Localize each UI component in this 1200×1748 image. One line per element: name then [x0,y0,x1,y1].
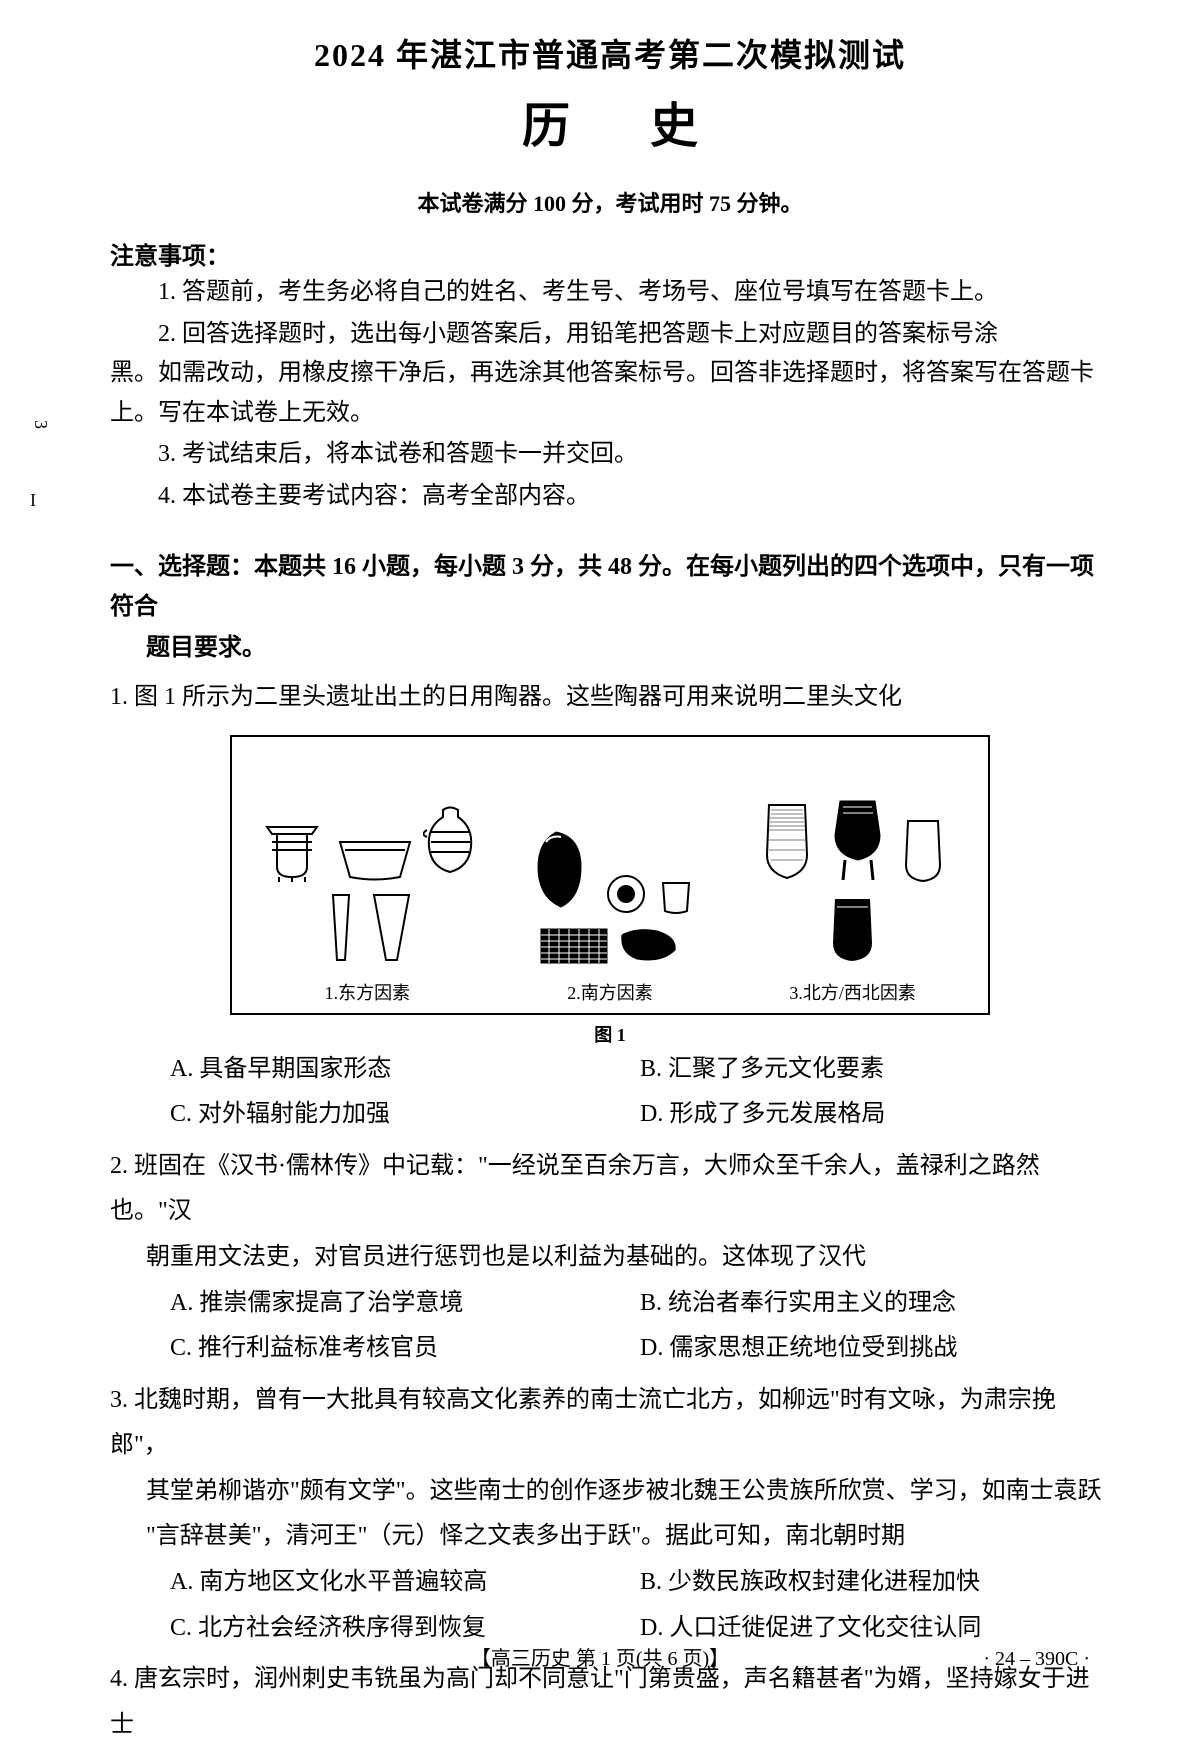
q2-option-b: B. 统治者奉行实用主义的理念 [640,1281,1110,1327]
q1-option-b: B. 汇聚了多元文化要素 [640,1047,1110,1093]
page-footer-code: · 24 – 390C · [983,1648,1090,1671]
q1-options-row1: A. 具备早期国家形态 B. 汇聚了多元文化要素 [110,1047,1110,1093]
q1-option-d: D. 形成了多元发展格局 [640,1092,1110,1138]
notice-item-4: 4. 本试卷主要考试内容：高考全部内容。 [110,477,1110,517]
score-time-line: 本试卷满分 100 分，考试用时 75 分钟。 [110,186,1110,218]
pottery-icon [604,872,649,917]
q1-fig-label-1: 1.东方因素 [325,979,411,1005]
pottery-icon [526,827,596,917]
notice-item-2-cont: 黑。如需改动，用橡皮擦干净后，再选涂其他答案标号。回答非选择题时，将答案写在答题… [110,354,1110,433]
q2-option-c: C. 推行利益标准考核官员 [170,1326,640,1372]
q1-figure-group-1: 1.东方因素 [246,802,489,1005]
exam-main-title: 2024 年湛江市普通高考第二次模拟测试 [110,30,1110,76]
pottery-icon [335,832,415,882]
q2-line1: 2. 班固在《汉书·儒林传》中记载："一经说至百余万言，大师众至千余人，盖禄利之… [110,1144,1110,1235]
pottery-icon [898,815,948,885]
q1-figure-box: 1.东方因素 2.南方因素 3.北方/西北因素 [230,735,990,1015]
notice-item-2-line1: 2. 回答选择题时，选出每小题答案后，用铅笔把答题卡上对应题目的答案标号涂 [110,315,1110,355]
notice-heading: 注意事项： [110,236,1110,271]
q1-option-c: C. 对外辐射能力加强 [170,1092,640,1138]
q2-option-d: D. 儒家思想正统地位受到挑战 [640,1326,1110,1372]
q1-figure-group-3: 3.北方/西北因素 [731,795,974,1005]
q1-figure-caption: 图 1 [110,1021,1110,1047]
q2-options-row2: C. 推行利益标准考核官员 D. 儒家思想正统地位受到挑战 [110,1326,1110,1372]
q3-options-row1: A. 南方地区文化水平普遍较高 B. 少数民族政权封建化进程加快 [110,1560,1110,1606]
q3-line3: "言辞甚美"，清河王"（元）怿之文表多出于跃"。据此可知，南北朝时期 [110,1514,1110,1560]
pottery-icon [257,822,327,882]
q1-option-a: A. 具备早期国家形态 [170,1047,640,1093]
pottery-icon [423,802,478,882]
q1-options-row2: C. 对外辐射能力加强 D. 形成了多元发展格局 [110,1092,1110,1138]
q1-figure-row: 1.东方因素 2.南方因素 3.北方/西北因素 [246,749,974,1005]
pottery-icon [369,890,414,965]
q1-stem: 1. 图 1 所示为二里头遗址出土的日用陶器。这些陶器可用来说明二里头文化 [110,675,1110,721]
section-1-heading-l1: 一、选择题：本题共 16 小题，每小题 3 分，共 48 分。在每小题列出的四个… [110,547,1110,629]
q1-fig-label-3: 3.北方/西北因素 [789,979,916,1005]
q1-figure-group-2: 2.南方因素 [489,827,732,1005]
q3-line1: 3. 北魏时期，曾有一大批具有较高文化素养的南士流亡北方，如柳远"时有文咏，为肃… [110,1378,1110,1469]
pottery-icon [757,800,817,885]
side-margin-mark-1: 3 [30,420,51,429]
pottery-icon [657,877,695,917]
pottery-icon [825,795,890,885]
notice-item-1: 1. 答题前，考生务必将自己的姓名、考生号、考场号、座位号填写在答题卡上。 [110,273,1110,313]
section-1-heading-l2: 题目要求。 [110,628,1110,669]
q2-options-row1: A. 推崇儒家提高了治学意境 B. 统治者奉行实用主义的理念 [110,1281,1110,1327]
pottery-icon [825,893,880,965]
side-margin-mark-2: I [30,490,36,511]
q3-option-a: A. 南方地区文化水平普遍较高 [170,1560,640,1606]
q2-line2: 朝重用文法吏，对官员进行惩罚也是以利益为基础的。这体现了汉代 [110,1235,1110,1281]
q2-option-a: A. 推崇儒家提高了治学意境 [170,1281,640,1327]
q3-option-b: B. 少数民族政权封建化进程加快 [640,1560,1110,1606]
pottery-icon [617,925,682,965]
pottery-icon [321,890,361,965]
q1-fig-label-2: 2.南方因素 [567,979,653,1005]
pottery-icon [539,927,609,965]
notice-item-3: 3. 考试结束后，将本试卷和答题卡一并交回。 [110,435,1110,475]
exam-subject-title: 历史 [110,86,1110,156]
q3-line2: 其堂弟柳谐亦"颇有文学"。这些南士的创作逐步被北魏王公贵族所欣赏、学习，如南士袁… [110,1469,1110,1515]
